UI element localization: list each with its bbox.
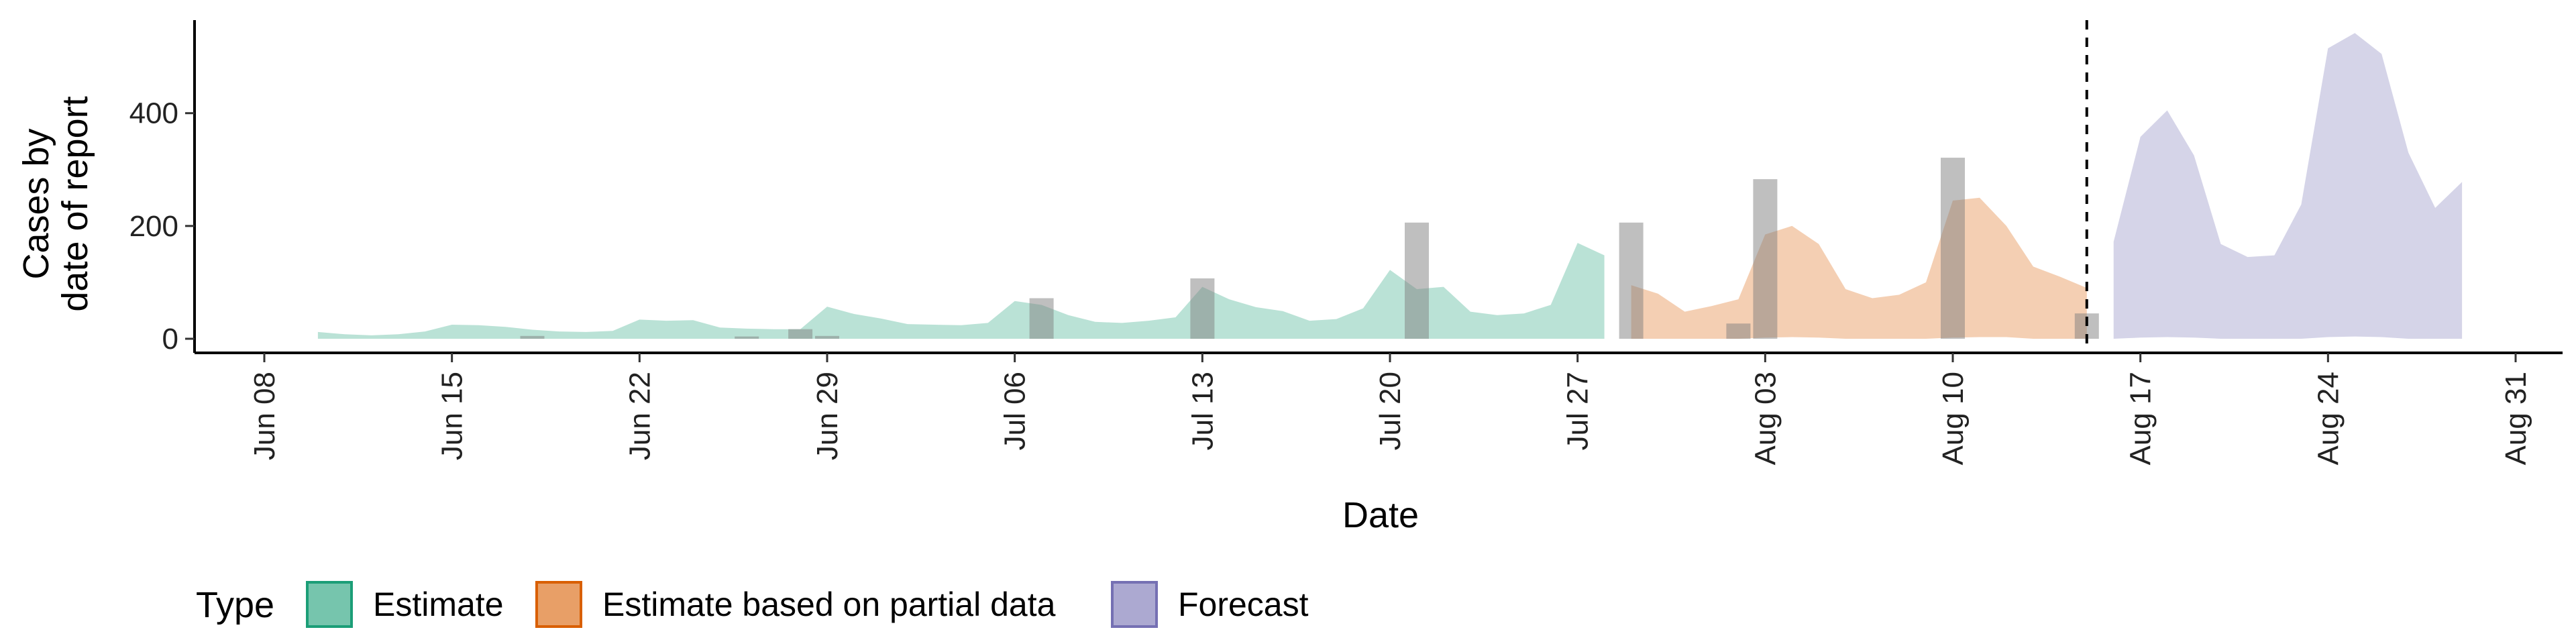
x-tick-label: Jul 13 [1186,372,1219,450]
y-tick-label: 0 [162,323,178,356]
reported-bar [1405,222,1429,339]
x-tick-label: Jul 20 [1374,372,1407,450]
area-series-1 [317,243,1605,339]
reported-bar [1619,222,1644,339]
legend-swatch [535,581,582,628]
x-tick-label: Aug 03 [1749,372,1782,465]
legend-label: Estimate [373,586,504,623]
x-tick-label: Jul 06 [999,372,1032,450]
legend-swatch [1111,581,1158,628]
x-tick-label: Aug 10 [1937,372,1970,465]
reported-bar [1190,278,1215,339]
legend-label: Forecast [1178,586,1309,623]
y-tick-label: 400 [129,97,178,130]
plot-areas [317,33,2463,339]
reported-bar [1726,323,1751,339]
legend: Type Estimate Estimate based on partial d… [196,581,1309,628]
y-tick-label: 200 [129,210,178,243]
x-tick-label: Jun 29 [811,372,844,460]
legend-swatch [306,581,353,628]
reported-bar [788,329,813,339]
x-tick-label: Jun 22 [623,372,656,460]
reported-bar [815,335,839,339]
reported-bar [1029,298,1054,339]
legend-label: Estimate based on partial data [602,586,1056,623]
reported-bar [735,336,759,339]
y-axis-title-line-1: Cases by [16,128,56,279]
reported-bar [1941,158,1965,339]
y-axis-title-line-2: date of report [55,96,95,311]
reported-cases-bars [520,158,2099,339]
reported-bar [1753,179,1778,339]
legend-title: Type [196,585,274,625]
reported-bar [520,335,545,339]
x-tick-label: Aug 31 [2500,372,2532,465]
tick-labels: 0 200 400 Jun 08 Jun 15 Jun 22 Jun 29 Jul 06 Jul… [129,97,2532,466]
area-series-3 [2113,33,2463,339]
x-tick-label: Aug 17 [2125,372,2157,465]
x-tick-label: Aug 24 [2312,372,2345,465]
x-tick-label: Jun 15 [436,372,469,460]
x-tick-label: Jul 27 [1562,372,1595,450]
x-tick-label: Jun 08 [248,372,281,460]
x-axis-title: Date [1342,495,1419,535]
area-series-2 [1631,197,2087,339]
axes [193,20,2563,354]
